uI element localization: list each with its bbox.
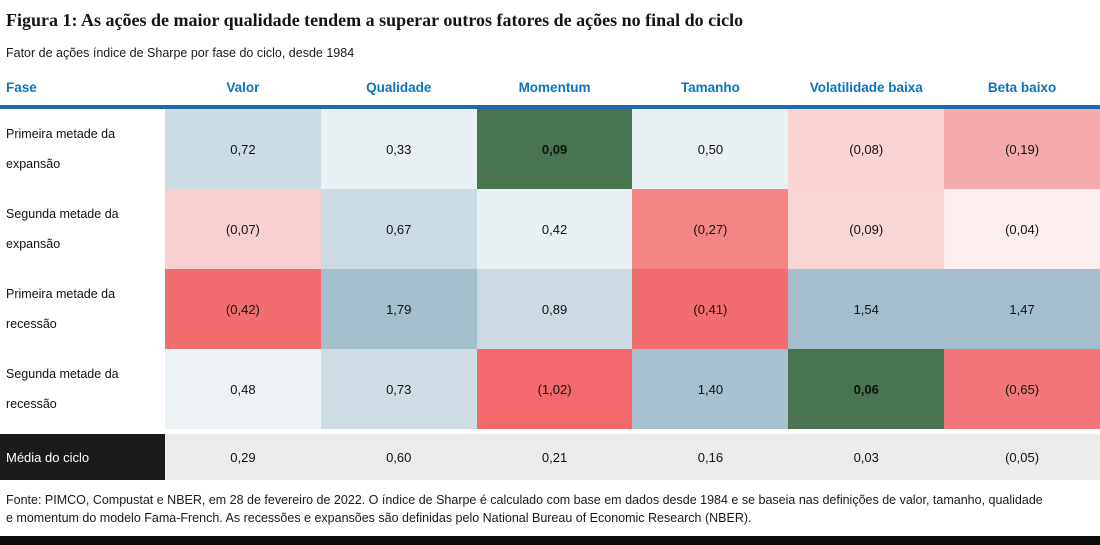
value-cell: 0,89 — [476, 269, 633, 349]
table-body: Primeira metade da expansão 0,72 0,33 0,09 0… — [0, 109, 1100, 429]
value-cell: 0,50 — [632, 109, 789, 189]
column-header-momentum: Momentum — [518, 80, 591, 95]
value-cell: (0,09) — [788, 189, 945, 269]
average-row: Média do ciclo 0,29 0,60 0,21 0,16 0,03 (0,05) — [0, 434, 1100, 480]
value-cell: 1,54 — [788, 269, 945, 349]
value-cell: (1,02) — [476, 349, 633, 429]
value-cell: 0,06 — [788, 349, 945, 429]
row-label: Segunda metade da expansão — [6, 207, 119, 251]
value-cell: 0,48 — [165, 349, 321, 429]
row-label: Primeira metade da recessão — [6, 287, 116, 331]
source-note: Fonte: PIMCO, Compustat e NBER, em 28 de… — [0, 480, 1100, 527]
value-cell: (0,08) — [788, 109, 945, 189]
value-cell: (0,27) — [632, 189, 789, 269]
column-header-valor: Valor — [226, 80, 260, 95]
average-value-cell: 0,29 — [165, 434, 321, 480]
row-label: Segunda metade da recessão — [6, 367, 119, 411]
value-cell: 0,33 — [320, 109, 477, 189]
value-cell: (0,19) — [944, 109, 1100, 189]
value-cell: 1,79 — [320, 269, 477, 349]
value-cell: 0,73 — [320, 349, 477, 429]
table-row: Primeira metade da expansão 0,72 0,33 0,09 0… — [0, 109, 1100, 189]
value-cell: 1,40 — [632, 349, 789, 429]
average-value-cell: 0,16 — [632, 434, 789, 480]
table-header-row: Fase Valor Qualidade Momentum Tamanho Volatil… — [0, 80, 1100, 105]
source-note-line1: Fonte: PIMCO, Compustat e NBER, em 28 de… — [6, 493, 1043, 507]
column-header-fase: Fase — [6, 80, 37, 95]
bottom-bar — [0, 536, 1100, 545]
value-cell: 0,09 — [476, 109, 633, 189]
column-header-beta-baixo: Beta baixo — [987, 80, 1057, 95]
average-value-cell: 0,21 — [476, 434, 633, 480]
column-header-qualidade: Qualidade — [366, 80, 432, 95]
value-cell: 1,47 — [944, 269, 1100, 349]
value-cell: 0,42 — [476, 189, 633, 269]
average-value-cell: 0,03 — [788, 434, 945, 480]
column-header-tamanho: Tamanho — [680, 80, 740, 95]
table-row: Segunda metade da expansão (0,07) 0,67 0,42… — [0, 189, 1100, 269]
value-cell: (0,04) — [944, 189, 1100, 269]
value-cell: 0,67 — [320, 189, 477, 269]
source-note-line2: e momentum do modelo Fama-French. As rec… — [6, 510, 752, 525]
average-value-cell: 0,60 — [320, 434, 477, 480]
value-cell: 0,72 — [165, 109, 321, 189]
value-cell: (0,07) — [165, 189, 321, 269]
figure-title: Figura 1: As ações de maior qualidade te… — [6, 10, 744, 30]
header-divider — [0, 105, 1100, 109]
figure-subtitle: Fator de ações índice de Sharpe por fase… — [6, 46, 355, 60]
sharpe-table: Fase Valor Qualidade Momentum Tamanho Volatil… — [0, 80, 1100, 480]
column-header-volatilidade-baixa: Volatilidade baixa — [809, 80, 923, 95]
table-row: Segunda metade da recessão 0,48 0,73 (1,02)… — [0, 349, 1100, 429]
table-row: Primeira metade da recessão (0,42) 1,79 0,8… — [0, 269, 1100, 349]
value-cell: (0,65) — [944, 349, 1100, 429]
value-cell: (0,42) — [165, 269, 321, 349]
average-value-cell: (0,05) — [944, 434, 1100, 480]
value-cell: (0,41) — [632, 269, 789, 349]
average-row-label: Média do ciclo — [0, 434, 165, 480]
row-label: Primeira metade da expansão — [6, 127, 116, 171]
